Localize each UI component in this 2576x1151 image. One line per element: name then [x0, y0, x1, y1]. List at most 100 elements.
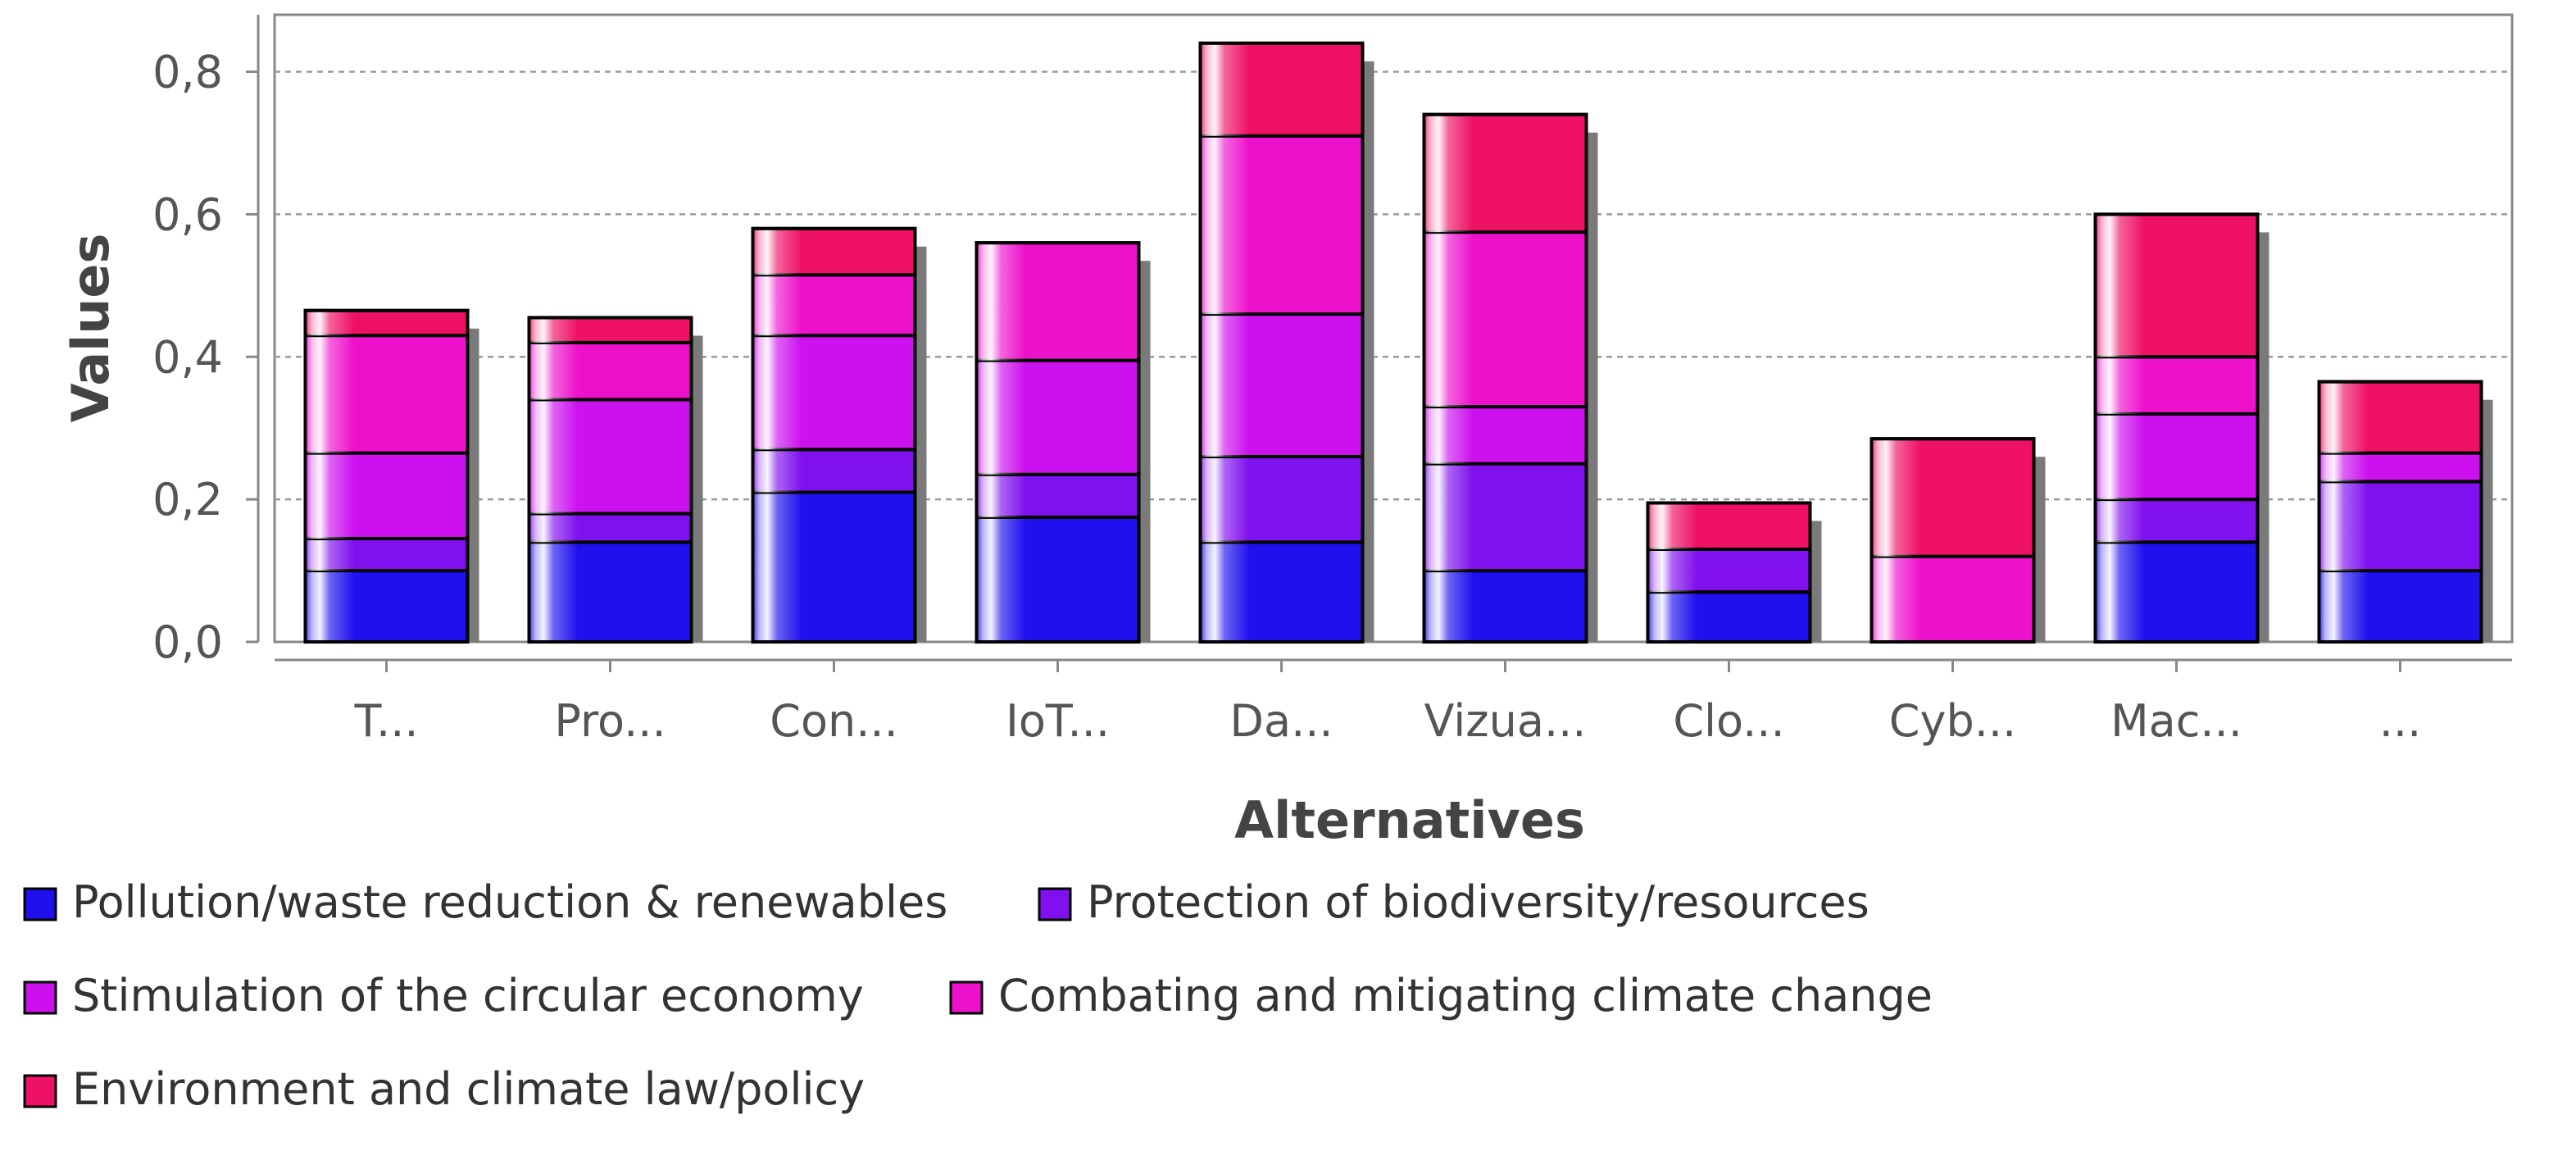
- x-tick-label: Vizua...: [1424, 695, 1587, 747]
- bar-highlight: [752, 275, 915, 336]
- bar-highlight: [752, 335, 915, 450]
- bar-stack: [527, 316, 693, 644]
- bar-highlight: [1647, 503, 1810, 549]
- legend-item: Stimulation of the circular economy: [23, 970, 864, 1021]
- bar-highlight: [305, 310, 468, 336]
- legend-item: Pollution/waste reduction & renewables: [23, 876, 947, 928]
- legend-label: Protection of biodiversity/resources: [1087, 876, 1870, 928]
- bar-highlight: [1424, 114, 1587, 233]
- bar-highlight: [305, 571, 468, 642]
- bar-highlight: [1424, 463, 1587, 571]
- bar-outline: [1870, 437, 2036, 644]
- bar-highlight: [1200, 135, 1363, 315]
- bar-highlight: [1647, 548, 1810, 593]
- y-tick-label: 0,8: [152, 47, 223, 98]
- bar-highlight: [529, 317, 692, 343]
- bar-outline: [2317, 380, 2483, 644]
- y-tick-label: 0,0: [152, 616, 223, 668]
- legend-label: Environment and climate law/policy: [72, 1063, 865, 1115]
- bar-highlight: [1200, 43, 1363, 136]
- bar-highlight: [1647, 592, 1810, 642]
- legend-label: Stimulation of the circular economy: [72, 970, 864, 1021]
- bar-highlight: [1200, 456, 1363, 543]
- bar-highlight: [1424, 232, 1587, 407]
- x-tick-label: Mac...: [2110, 695, 2242, 747]
- bars: [303, 41, 2483, 644]
- legend-swatch: [949, 980, 984, 1015]
- x-tick-label: IoT...: [1006, 695, 1110, 747]
- x-tick-label: Da...: [1229, 695, 1333, 747]
- bar-outline: [1198, 41, 1365, 644]
- bar-highlight: [1871, 556, 2034, 642]
- bar-highlight: [305, 453, 468, 539]
- bar-highlight: [976, 474, 1139, 517]
- y-tick-label: 0,4: [152, 331, 223, 383]
- bar-outline: [1646, 501, 1812, 644]
- legend-item: Environment and climate law/policy: [23, 1063, 865, 1115]
- bar-highlight: [305, 538, 468, 571]
- bar-highlight: [305, 335, 468, 453]
- bar-highlight: [2319, 453, 2482, 482]
- legend-item: Protection of biodiversity/resources: [1038, 876, 1870, 928]
- legend-swatch: [23, 1074, 57, 1108]
- x-ticks: T... Pro... Con... IoT... Da... Vizua... Clo..…: [353, 660, 2421, 747]
- bar-outline: [751, 226, 917, 644]
- legend-label: Pollution/waste reduction & renewables: [72, 876, 947, 928]
- bar-highlight: [529, 542, 692, 642]
- bar-stack: [1198, 41, 1365, 644]
- bar-stack: [1870, 437, 2036, 644]
- bar-highlight: [2319, 381, 2482, 453]
- y-axis-title: Values: [61, 234, 120, 423]
- bar-stack: [751, 226, 917, 644]
- bar-highlight: [1200, 314, 1363, 457]
- bar-stack: [975, 241, 1141, 644]
- legend-item: Combating and mitigating climate change: [949, 970, 1933, 1021]
- x-tick-label: Con...: [770, 695, 897, 747]
- legend-label: Combating and mitigating climate change: [998, 970, 1933, 1021]
- legend-swatch: [23, 887, 57, 921]
- bar-stack: [303, 308, 470, 644]
- bar-highlight: [2095, 357, 2258, 414]
- bar-stack: [1422, 112, 1588, 644]
- bar-outline: [1422, 112, 1588, 644]
- bar-highlight: [2095, 214, 2258, 357]
- y-tick-label: 0,6: [152, 189, 223, 240]
- legend-swatch: [23, 980, 57, 1015]
- bar-highlight: [976, 243, 1139, 361]
- bar-outline: [527, 316, 693, 644]
- bar-highlight: [976, 360, 1139, 475]
- bar-highlight: [1424, 407, 1587, 464]
- bar-highlight: [2095, 499, 2258, 543]
- y-tick-label: 0,2: [152, 474, 223, 525]
- bar-highlight: [1200, 542, 1363, 642]
- x-axis-title: Alternatives: [1234, 790, 1585, 850]
- y-ticks: 0,0 0,2 0,4 0,6 0,8: [152, 47, 258, 668]
- x-tick-label: Cyb...: [1889, 695, 2016, 747]
- bar-outline: [975, 241, 1141, 644]
- x-tick-label: ...: [2379, 695, 2422, 747]
- bar-highlight: [2319, 571, 2482, 642]
- bar-highlight: [2095, 542, 2258, 642]
- bar-outline: [2093, 212, 2260, 644]
- bar-highlight: [752, 492, 915, 642]
- bar-stack: [1646, 501, 1812, 644]
- x-tick-label: Pro...: [554, 695, 666, 747]
- bar-highlight: [529, 513, 692, 543]
- bar-highlight: [752, 449, 915, 493]
- bar-stack: [2317, 380, 2483, 644]
- bar-highlight: [1871, 439, 2034, 557]
- bar-highlight: [2095, 413, 2258, 500]
- bar-highlight: [529, 342, 692, 400]
- bar-highlight: [2319, 481, 2482, 571]
- legend: Pollution/waste reduction & renewables Pr…: [23, 876, 1933, 1115]
- bar-stack: [2093, 212, 2260, 644]
- bar-highlight: [1424, 571, 1587, 642]
- x-tick-label: Clo...: [1673, 695, 1784, 747]
- bar-highlight: [529, 399, 692, 514]
- bar-outline: [303, 308, 470, 644]
- bar-highlight: [976, 516, 1139, 642]
- x-tick-label: T...: [353, 695, 418, 747]
- legend-swatch: [1038, 887, 1072, 921]
- bar-highlight: [752, 228, 915, 275]
